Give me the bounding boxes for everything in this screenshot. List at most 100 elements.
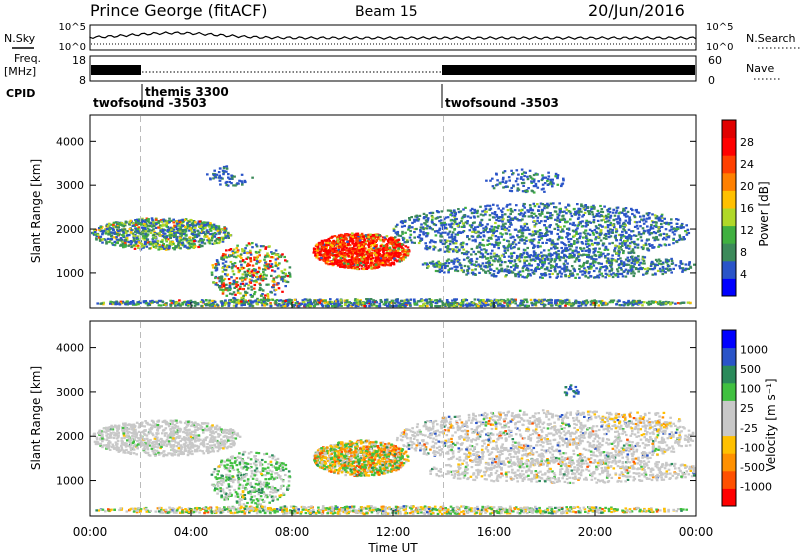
power-cell: [507, 259, 511, 262]
power-cell: [462, 270, 465, 274]
power-cell: [340, 234, 344, 237]
power-cell: [674, 264, 678, 267]
power-cell: [526, 209, 529, 212]
power-cell: [144, 219, 148, 222]
power-cell: [402, 237, 406, 240]
power-cell: [457, 223, 460, 226]
power-cell: [374, 263, 378, 266]
power-cell: [385, 248, 389, 251]
power-cell: [549, 269, 552, 272]
power-cell: [358, 246, 361, 249]
power-cell: [181, 220, 185, 223]
power-cell: [591, 231, 595, 234]
power-cell: [447, 269, 450, 272]
power-cell: [561, 210, 564, 213]
power-cell: [568, 233, 571, 236]
power-cell: [581, 273, 584, 276]
power-cell: [275, 276, 278, 279]
power-cell: [582, 247, 586, 250]
power-cell: [248, 281, 252, 284]
power-cell: [652, 236, 655, 239]
power-cell: [428, 261, 432, 264]
power-cell: [250, 285, 253, 288]
power-cell: [123, 241, 127, 245]
power-cell: [529, 258, 533, 261]
power-cell: [513, 259, 517, 262]
power-cell: [144, 302, 148, 305]
power-cell: [320, 256, 323, 260]
power-cell: [518, 270, 522, 273]
power-cell: [174, 246, 177, 249]
power-cell: [488, 218, 491, 221]
power-cell: [497, 299, 501, 302]
power-cell: [547, 269, 551, 272]
power-cell: [326, 260, 329, 263]
power-cell: [575, 210, 579, 213]
power-cell: [333, 249, 336, 252]
power-cell: [479, 222, 482, 225]
power-cell: [632, 251, 636, 254]
power-cell: [459, 210, 463, 213]
power-cell: [622, 251, 625, 255]
power-cell: [235, 277, 239, 280]
power-cell: [607, 208, 611, 211]
power-cell: [362, 264, 366, 267]
power-cell: [228, 249, 231, 252]
power-cell: [528, 204, 532, 207]
power-cell: [454, 246, 458, 249]
power-cell: [241, 250, 244, 253]
power-cell: [369, 235, 373, 238]
power-cell: [274, 263, 278, 266]
power-cell: [98, 228, 101, 231]
power-cell: [116, 232, 119, 235]
power-cell: [606, 209, 609, 212]
power-cell: [95, 237, 98, 240]
power-cell: [472, 227, 475, 230]
power-cell: [497, 260, 500, 263]
power-cell: [478, 223, 482, 226]
power-cell: [654, 237, 658, 240]
power-cell: [466, 269, 469, 272]
power-cell: [226, 273, 230, 276]
power-cell: [631, 258, 634, 261]
power-cell: [184, 225, 187, 228]
power-cell: [110, 238, 114, 241]
power-cell: [475, 246, 479, 249]
power-cell: [485, 249, 488, 252]
power-cell: [272, 278, 275, 281]
power-cell: [233, 297, 237, 300]
power-cell: [330, 260, 334, 264]
power-cell: [246, 264, 249, 267]
power-cell: [285, 260, 289, 263]
power-cell: [173, 248, 176, 251]
power-cell: [214, 276, 217, 280]
power-cell: [459, 231, 463, 234]
power-cell: [554, 210, 558, 213]
power-cell: [343, 235, 346, 238]
power-cell: [651, 268, 655, 271]
power-cell: [115, 223, 119, 226]
power-cell: [474, 226, 477, 229]
power-cell: [470, 260, 474, 263]
power-cell: [435, 264, 438, 267]
power-cell: [215, 237, 219, 240]
power-cell: [159, 304, 163, 307]
power-cell: [634, 234, 638, 237]
power-cell: [678, 236, 682, 239]
power-cell: [502, 238, 506, 241]
power-cell: [335, 262, 338, 265]
power-cell: [444, 241, 448, 244]
power-cell: [325, 239, 328, 242]
power-cell: [130, 229, 133, 232]
power-cell: [598, 273, 602, 276]
power-cell: [534, 230, 537, 233]
power-cell: [586, 206, 590, 209]
power-cell: [623, 229, 627, 232]
power-cell: [443, 218, 446, 221]
power-cell: [585, 223, 588, 227]
power-cell: [425, 232, 428, 235]
power-cell: [565, 236, 568, 239]
power-cell: [597, 212, 601, 215]
power-cell: [549, 214, 552, 217]
power-cell: [459, 264, 462, 267]
